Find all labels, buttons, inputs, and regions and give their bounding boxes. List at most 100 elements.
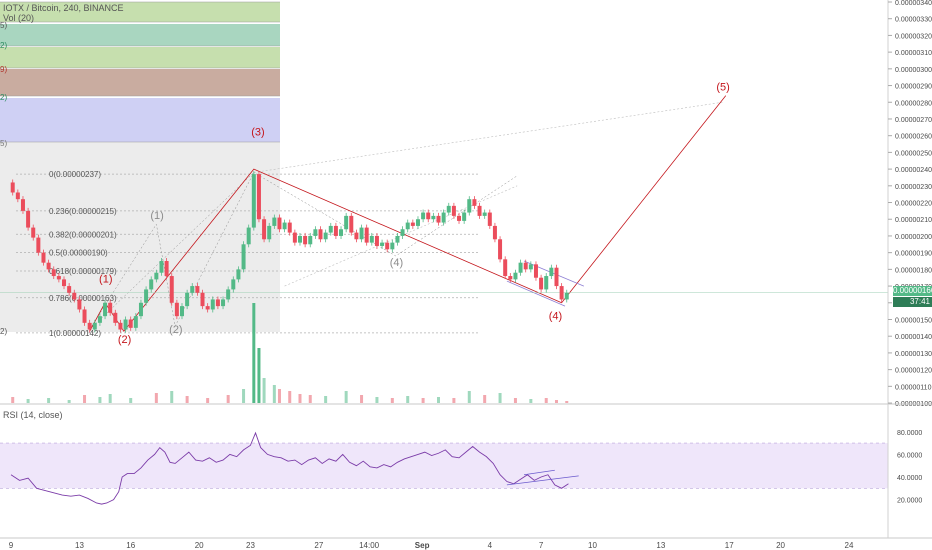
price-tick-label: 0.00000150 <box>895 317 932 324</box>
volume-bar <box>26 399 30 403</box>
rsi-title: RSI (14, close) <box>3 410 63 420</box>
wave-label-gray: (4) <box>390 257 403 269</box>
price-tick-label: 0.00000230 <box>895 184 932 191</box>
price-tick-label: 0.00000110 <box>895 384 932 391</box>
wave-label-gray: (1) <box>150 210 163 222</box>
candle-body <box>15 192 20 200</box>
candle-body <box>246 227 251 245</box>
candle-body <box>20 199 25 211</box>
candle-body <box>92 322 97 330</box>
fib-upper-label: 2) <box>0 93 7 102</box>
wave-label-red: (5) <box>716 82 729 94</box>
candle-body <box>318 229 323 240</box>
candle-body <box>467 199 472 213</box>
time-tick-label: 7 <box>539 541 544 550</box>
fib-level-label: 0.382(0.00000201) <box>49 230 117 239</box>
candle-body <box>508 276 513 280</box>
candle-body <box>56 276 61 280</box>
candle-body <box>451 205 456 216</box>
price-tick-label: 0.00000210 <box>895 217 932 224</box>
candle-body <box>31 227 36 238</box>
volume-bar <box>452 398 456 403</box>
candle-body <box>539 277 544 290</box>
candle-body <box>41 252 46 263</box>
candle-body <box>256 174 261 220</box>
candle-body <box>128 319 133 328</box>
candle-body <box>282 222 287 230</box>
time-tick-label: 4 <box>488 541 493 550</box>
candle-body <box>103 302 108 317</box>
candle-body <box>472 199 477 206</box>
candle-body <box>97 316 102 323</box>
candle-body <box>292 232 297 243</box>
candle-body <box>364 227 369 243</box>
price-tick-label: 0.00000180 <box>895 267 932 274</box>
fib-upper-label: 9) <box>0 65 7 74</box>
candle-body <box>277 217 282 230</box>
price-tick-label: 0.00000330 <box>895 17 932 24</box>
rsi-divergence-line <box>506 475 579 486</box>
chart-title: IOTX / Bitcoin, 240, BINANCE <box>3 3 124 13</box>
fib-retracement-box <box>0 142 280 332</box>
candle-body <box>446 205 451 213</box>
volume-bar <box>185 396 189 403</box>
candle-body <box>236 269 241 280</box>
volume-bar <box>513 398 517 403</box>
candle-body <box>374 235 379 246</box>
volume-bar <box>257 348 261 403</box>
candle-body <box>487 212 492 226</box>
fib-upper-label: 5) <box>0 139 7 148</box>
candle-body <box>349 215 354 233</box>
fib-upper-label: 2) <box>0 41 7 50</box>
time-tick-label: 14:00 <box>359 541 380 550</box>
price-tick-label: 0.00000340 <box>895 0 932 7</box>
candle-body <box>87 322 92 330</box>
fib-level-label: 0.786(0.00000163) <box>49 294 117 303</box>
candle-body <box>513 272 518 280</box>
volume-bar <box>529 399 533 403</box>
volume-bar <box>277 389 281 403</box>
fib-level-label: 0(0.00000237) <box>49 170 101 179</box>
volume-bar <box>108 394 112 403</box>
candle-body <box>482 212 487 216</box>
candle-body <box>380 242 385 246</box>
candle-body <box>200 292 205 307</box>
volume-bar <box>467 391 471 403</box>
candle-body <box>226 289 231 300</box>
price-tick-label: 0.00000300 <box>895 67 932 74</box>
candle-body <box>441 212 446 223</box>
candle-body <box>221 299 226 307</box>
price-tick-label: 0.00000240 <box>895 167 932 174</box>
volume-bar <box>406 396 410 403</box>
candle-body <box>210 299 215 310</box>
candle-body <box>195 286 200 293</box>
candle-body <box>564 292 569 300</box>
rsi-divergence-upper <box>523 469 555 476</box>
candle-body <box>51 269 56 277</box>
candle-body <box>344 215 349 230</box>
volume-bar <box>47 398 51 403</box>
volume-bar <box>170 391 174 403</box>
gray-wave-path <box>89 172 518 330</box>
candle-body <box>113 312 118 323</box>
candle-body <box>421 212 426 220</box>
candle-body <box>82 309 87 323</box>
volume-bar <box>154 393 158 403</box>
wave-label-red: (3) <box>251 127 264 139</box>
candle-body <box>36 237 41 253</box>
wave-label-gray: (2) <box>169 324 182 336</box>
fib-level-label: 0.5(0.00000190) <box>49 249 108 258</box>
volume-bar <box>242 389 246 403</box>
price-tick-label: 0.00000200 <box>895 234 932 241</box>
volume-bar <box>308 395 312 403</box>
countdown-tag: 37:41 <box>893 297 932 307</box>
candle-body <box>405 222 410 230</box>
gray-trend-line <box>89 172 254 330</box>
price-tick-label: 0.00000320 <box>895 33 932 40</box>
time-tick-label: 13 <box>656 541 665 550</box>
fib-upper-band <box>0 98 280 142</box>
candle-body <box>26 210 31 228</box>
time-tick-label: 27 <box>314 541 323 550</box>
candle-body <box>267 225 272 240</box>
